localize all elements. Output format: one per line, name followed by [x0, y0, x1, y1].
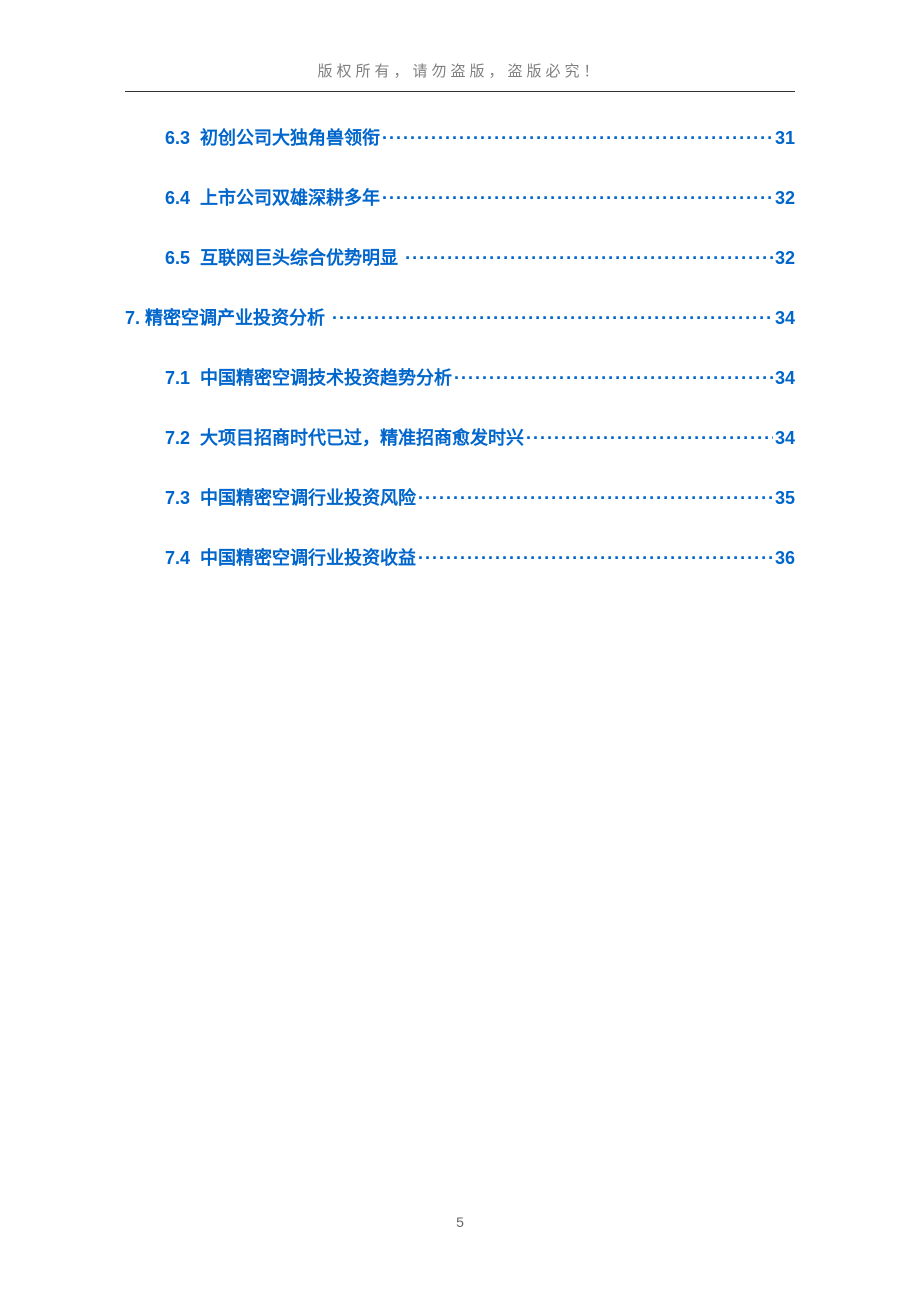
toc-label: 7.4 中国精密空调行业投资收益 [165, 544, 416, 570]
toc-leader-dots [418, 546, 773, 564]
toc-page-number: 36 [775, 548, 795, 569]
toc-entry[interactable]: 7.2 大项目招商时代已过，精准招商愈发时兴 34 [125, 424, 795, 450]
toc-leader-dots [382, 126, 773, 144]
toc-page-number: 35 [775, 488, 795, 509]
toc-leader-dots [418, 486, 773, 504]
toc-entry[interactable]: 6.4 上市公司双雄深耕多年 32 [125, 184, 795, 210]
toc-leader-dots [332, 306, 773, 324]
copyright-header: 版权所有，请勿盗版，盗版必究！ [125, 60, 795, 81]
toc-page-number: 34 [775, 428, 795, 449]
toc-label: 7.3 中国精密空调行业投资风险 [165, 484, 416, 510]
toc-label: 6.4 上市公司双雄深耕多年 [165, 184, 380, 210]
toc-entry[interactable]: 7. 精密空调产业投资分析 34 [125, 304, 795, 330]
toc-entry[interactable]: 6.5 互联网巨头综合优势明显 32 [125, 244, 795, 270]
table-of-contents: 6.3 初创公司大独角兽领衔 31 6.4 上市公司双雄深耕多年 32 6.5 … [125, 124, 795, 570]
toc-page-number: 32 [775, 188, 795, 209]
toc-page-number: 34 [775, 368, 795, 389]
toc-label: 6.3 初创公司大独角兽领衔 [165, 124, 380, 150]
toc-leader-dots [526, 426, 773, 444]
toc-entry[interactable]: 6.3 初创公司大独角兽领衔 31 [125, 124, 795, 150]
toc-entry[interactable]: 7.3 中国精密空调行业投资风险 35 [125, 484, 795, 510]
toc-page-number: 31 [775, 128, 795, 149]
page-number: 5 [0, 1214, 920, 1230]
toc-leader-dots [382, 186, 773, 204]
toc-leader-dots [405, 246, 773, 264]
header-divider [125, 91, 795, 92]
toc-page-number: 34 [775, 308, 795, 329]
toc-entry[interactable]: 7.4 中国精密空调行业投资收益 36 [125, 544, 795, 570]
toc-label: 7.1 中国精密空调技术投资趋势分析 [165, 364, 452, 390]
toc-entry[interactable]: 7.1 中国精密空调技术投资趋势分析 34 [125, 364, 795, 390]
toc-label: 7.2 大项目招商时代已过，精准招商愈发时兴 [165, 424, 524, 450]
toc-label: 7. 精密空调产业投资分析 [125, 304, 330, 330]
toc-page-number: 32 [775, 248, 795, 269]
document-page: 版权所有，请勿盗版，盗版必究！ 6.3 初创公司大独角兽领衔 31 6.4 上市… [0, 0, 920, 1302]
toc-leader-dots [454, 366, 773, 384]
toc-label: 6.5 互联网巨头综合优势明显 [165, 244, 403, 270]
